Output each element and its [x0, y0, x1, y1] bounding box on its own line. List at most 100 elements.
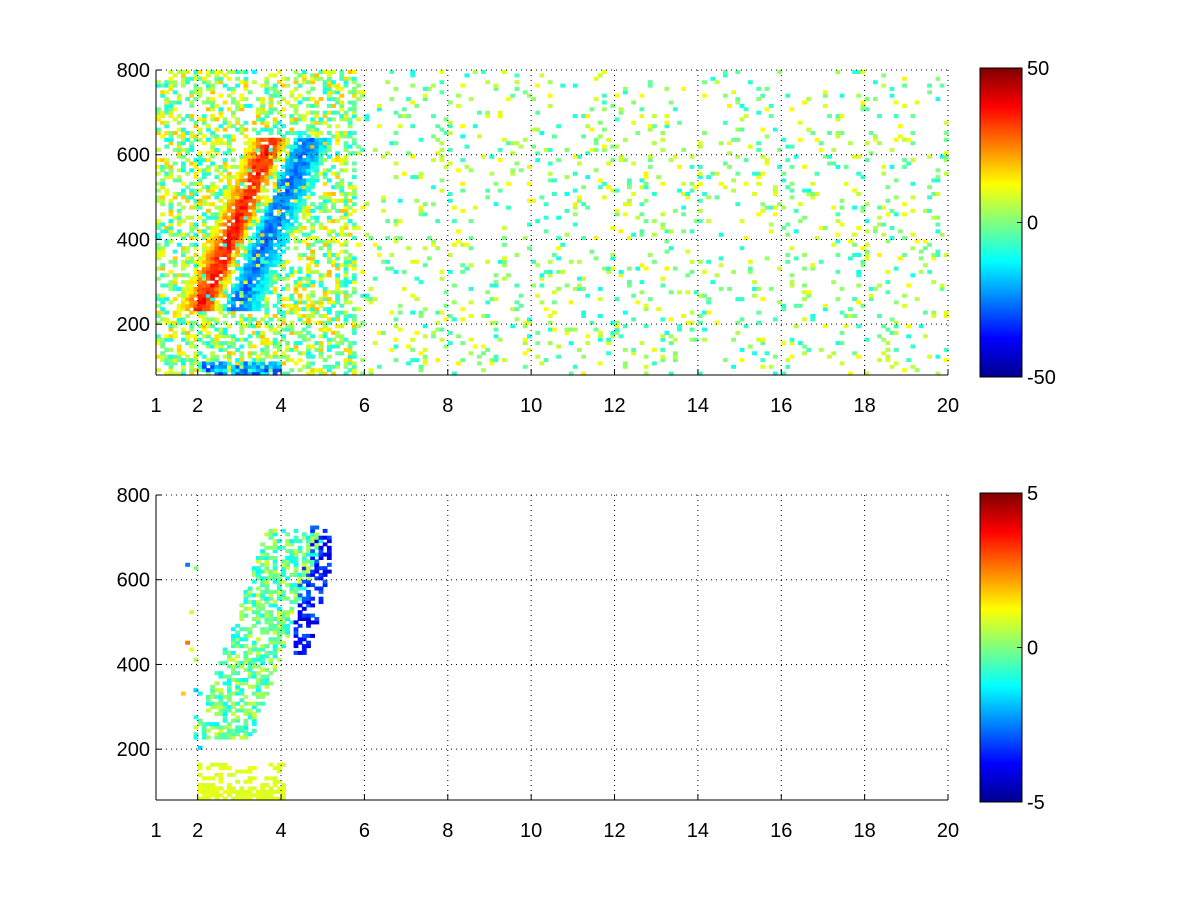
heatmap-cell — [756, 310, 762, 315]
heatmap-cell — [581, 185, 586, 190]
heatmap-cell — [272, 242, 278, 247]
heatmap-cell — [889, 93, 895, 98]
heatmap-cell — [789, 354, 795, 359]
heatmap-cell — [356, 324, 361, 329]
heatmap-cell — [310, 229, 315, 234]
heatmap-cell — [172, 286, 178, 291]
heatmap-cell — [264, 144, 270, 149]
heatmap-cell — [935, 178, 941, 183]
heatmap-cell — [356, 307, 361, 312]
heatmap-cell — [206, 303, 211, 308]
heatmap-cell — [218, 266, 224, 271]
heatmap-cell — [318, 158, 324, 163]
heatmap-cell — [314, 134, 320, 139]
heatmap-cell — [314, 562, 320, 567]
heatmap-cell — [368, 236, 374, 241]
heatmap-cell — [272, 650, 278, 655]
heatmap-cell — [868, 286, 874, 291]
heatmap-cell — [647, 80, 653, 85]
heatmap-cell — [181, 320, 186, 325]
heatmap-cell — [322, 151, 328, 156]
heatmap-cell — [581, 310, 586, 315]
heatmap-cell — [310, 103, 315, 108]
heatmap-cell — [285, 583, 290, 588]
heatmap-cell — [335, 276, 340, 281]
heatmap-cell — [176, 127, 182, 132]
heatmap-cell — [351, 317, 357, 322]
heatmap-cell — [210, 786, 215, 791]
heatmap-cell — [356, 144, 361, 149]
heatmap-cell — [293, 361, 299, 366]
heatmap-cell — [368, 368, 374, 373]
heatmap-cell — [447, 147, 453, 152]
heatmap-cell — [214, 222, 220, 227]
heatmap-cell — [164, 110, 170, 115]
heatmap-cell — [727, 164, 732, 169]
heatmap-cell — [235, 242, 240, 247]
heatmap-cell — [289, 307, 295, 312]
heatmap-cell — [547, 103, 553, 108]
heatmap-cell — [189, 242, 195, 247]
heatmap-cell — [264, 314, 270, 318]
heatmap-cell — [251, 593, 257, 598]
heatmap-cell — [285, 185, 290, 190]
heatmap-cell — [622, 310, 628, 315]
heatmap-cell — [347, 351, 353, 356]
heatmap-cell — [835, 269, 841, 274]
heatmap-cell — [156, 320, 161, 325]
heatmap-cell — [289, 147, 295, 152]
x-tick-label: 20 — [937, 395, 959, 417]
heatmap-cell — [856, 154, 862, 159]
heatmap-cell — [306, 219, 311, 224]
heatmap-cell — [243, 192, 249, 196]
heatmap-cell — [331, 83, 336, 88]
heatmap-cell — [301, 239, 307, 244]
heatmap-cell — [206, 236, 211, 241]
heatmap-cell — [293, 208, 299, 213]
heatmap-cell — [360, 358, 366, 363]
heatmap-cell — [727, 141, 732, 146]
heatmap-cell — [923, 263, 928, 268]
heatmap-cell — [243, 637, 249, 642]
heatmap-cell — [322, 330, 328, 335]
heatmap-cell — [789, 246, 795, 251]
heatmap-cell — [247, 276, 253, 281]
heatmap-cell — [189, 114, 195, 119]
heatmap-cell — [318, 161, 324, 166]
heatmap-cell — [343, 76, 349, 81]
heatmap-cell — [197, 158, 203, 163]
heatmap-cell — [297, 198, 303, 203]
heatmap-cell — [156, 164, 161, 169]
heatmap-cell — [251, 198, 257, 203]
heatmap-cell — [677, 290, 682, 295]
heatmap-cell — [606, 266, 611, 271]
heatmap-cell — [226, 297, 232, 302]
heatmap-cell — [631, 317, 636, 322]
heatmap-cell — [214, 205, 220, 210]
heatmap-cell — [168, 371, 174, 376]
heatmap-cell — [297, 269, 303, 274]
heatmap-cell — [772, 192, 778, 196]
heatmap-cell — [493, 283, 499, 288]
heatmap-cell — [222, 364, 228, 369]
heatmap-cell — [514, 317, 520, 322]
heatmap-cell — [268, 232, 274, 237]
heatmap-cell — [285, 151, 290, 156]
heatmap-cell — [235, 661, 240, 666]
heatmap-cell — [285, 198, 290, 203]
heatmap-cell — [443, 303, 449, 308]
heatmap-cell — [385, 151, 391, 156]
heatmap-cell — [276, 131, 282, 135]
heatmap-cell — [914, 100, 920, 105]
heatmap-cell — [260, 280, 265, 285]
heatmap-cell — [201, 307, 207, 312]
heatmap-cell — [639, 212, 645, 217]
heatmap-cell — [506, 273, 511, 278]
heatmap-cell — [310, 552, 315, 557]
heatmap-cell — [168, 368, 174, 373]
heatmap-cell — [556, 269, 561, 274]
heatmap-cell — [310, 222, 315, 227]
heatmap-cell — [201, 114, 207, 119]
heatmap-cell — [351, 222, 357, 227]
heatmap-cell — [247, 708, 253, 713]
